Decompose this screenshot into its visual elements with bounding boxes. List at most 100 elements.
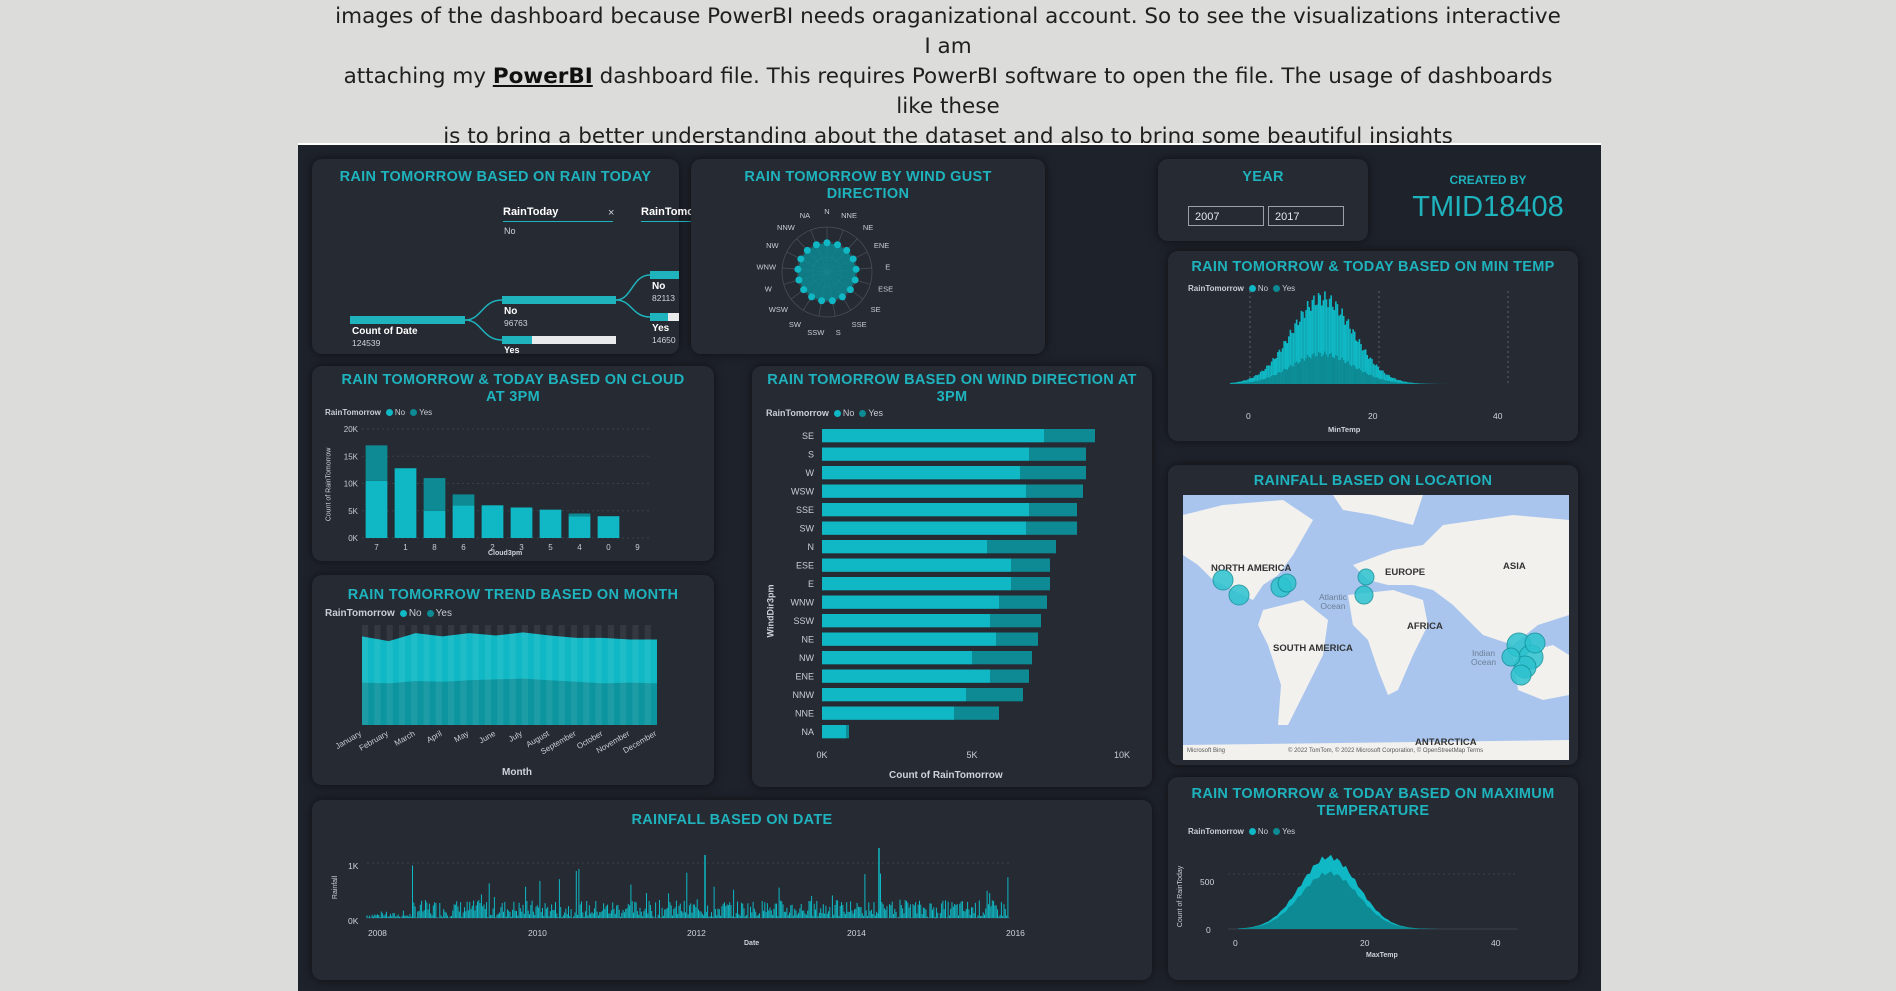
mintemp-tick: 20 [1368, 411, 1377, 421]
maxtemp-chart[interactable] [1168, 777, 1578, 980]
winddir-ytick: W [806, 468, 815, 478]
powerbi-link[interactable]: PowerBI [493, 64, 593, 89]
maxtemp-xtick: 40 [1491, 938, 1500, 948]
mintemp-bar-yes [1327, 357, 1329, 384]
map-bubbles[interactable] [1183, 495, 1569, 760]
cloud-ytick: 20K [344, 425, 359, 434]
winddir-bar-yes [846, 725, 849, 738]
panel-min-temp: RAIN TOMORROW & TODAY BASED ON MIN TEMP … [1168, 251, 1578, 441]
mintemp-bar-yes [1382, 379, 1384, 384]
mintemp-bar-yes [1343, 360, 1345, 384]
cloud-bar-no [482, 505, 504, 538]
mintemp-bar-yes [1374, 377, 1376, 384]
radar-point [818, 297, 825, 304]
winddir-bar-yes [987, 540, 1056, 553]
cloud-ytick: 0K [348, 534, 358, 543]
mintemp-bar-yes [1277, 373, 1279, 384]
maxtemp-xlabel: MaxTemp [1366, 952, 1398, 959]
date-xtick: 2012 [687, 928, 706, 938]
winddir-bar-no [822, 614, 990, 627]
radar-point [834, 241, 841, 248]
winddir-bar-yes [990, 670, 1029, 683]
decomp-link [616, 300, 650, 317]
winddir-ytick: N [808, 542, 815, 552]
mintemp-bar-yes [1329, 354, 1331, 384]
decomp-root-bar[interactable] [350, 316, 465, 324]
radar-label: ESE [878, 285, 893, 294]
winddir-bar-yes [1011, 559, 1050, 572]
mintemp-bar-yes [1363, 372, 1365, 384]
cloud-bar-yes [424, 478, 446, 511]
winddir-bar-no [822, 651, 972, 664]
winddir-bar-no [822, 596, 999, 609]
decomp-l1-no-bar[interactable] [502, 296, 616, 304]
decomp-l2-no-label: No [652, 281, 665, 292]
mintemp-bar-yes [1371, 375, 1373, 384]
winddir-bar-yes [990, 614, 1041, 627]
month-area-stripe [387, 625, 393, 725]
decomp-l1-yes-fill [502, 336, 532, 344]
month-xtick: March [393, 729, 417, 748]
mintemp-bar-yes [1376, 377, 1378, 384]
mintemp-bar-yes [1244, 383, 1246, 384]
winddir-bar-no [822, 707, 954, 720]
mintemp-bar-yes [1286, 370, 1288, 384]
mintemp-bar-yes [1288, 367, 1290, 384]
cloud-bar-no [540, 510, 562, 538]
radar-point [794, 266, 801, 273]
decomp-l1-no-label: No [504, 306, 517, 317]
decomp-l2-yes-value: 14650 [652, 335, 676, 345]
mintemp-bar-yes [1392, 382, 1394, 384]
winddir-bar-no [822, 466, 1020, 479]
winddir-bar-no [822, 725, 846, 738]
radar-point [800, 286, 807, 293]
radar-point [843, 247, 850, 254]
month-xtick: February [358, 729, 390, 753]
mintemp-bar-yes [1334, 358, 1336, 384]
winddir-ytick: SW [800, 524, 815, 534]
mintemp-bar-yes [1326, 354, 1328, 384]
mintemp-bar-yes [1307, 355, 1309, 384]
winddir-ytick: SSW [793, 616, 814, 626]
mintemp-bar-yes [1255, 381, 1257, 384]
cloud-bar-no [366, 481, 388, 538]
radar-label: NW [766, 241, 779, 250]
mintemp-bar-yes [1401, 383, 1403, 384]
month-area-stripe [473, 625, 479, 725]
mintemp-bar-yes [1359, 368, 1361, 384]
winddir-bar-yes [1020, 466, 1086, 479]
mintemp-bar-yes [1332, 357, 1334, 384]
panel-wind-dir: RAIN TOMORROW BASED ON WIND DIRECTION AT… [752, 366, 1152, 787]
decomp-link [465, 320, 502, 340]
mintemp-bar-yes [1258, 381, 1260, 384]
decomp-l2-no-bar[interactable] [650, 271, 679, 279]
year-from-input[interactable]: 2007 [1188, 206, 1264, 226]
cloud-ytick: 10K [344, 480, 359, 489]
maxtemp-area-yes [1238, 871, 1478, 929]
mintemp-bar-yes [1297, 363, 1299, 384]
winddir-ytick: S [808, 450, 814, 460]
winddir-xlabel: Count of RainTomorrow [889, 770, 1003, 781]
date-chart[interactable] [312, 800, 1152, 980]
month-area-stripe [423, 625, 429, 725]
month-area-stripe [436, 625, 442, 725]
intro-line-2-pre: attaching my [344, 64, 493, 89]
mintemp-bar-yes [1384, 380, 1386, 384]
mintemp-bar-yes [1341, 358, 1343, 384]
winddir-ytick: NE [801, 635, 814, 645]
year-to-input[interactable]: 2017 [1268, 206, 1344, 226]
date-ylabel: Rainfall [332, 876, 339, 899]
winddir-bar-no [822, 633, 996, 646]
winddir-ylabel: WindDir3pm [765, 585, 775, 638]
map-view[interactable]: NORTH AMERICA EUROPE ASIA AFRICA SOUTH A… [1183, 495, 1569, 760]
winddir-bar-no [822, 522, 1026, 535]
radar-point [808, 293, 815, 300]
maxtemp-ytick: 0 [1206, 925, 1211, 935]
month-xtick: May [453, 729, 471, 744]
mintemp-bar-yes [1313, 353, 1315, 384]
winddir-ytick: ENE [795, 672, 814, 682]
